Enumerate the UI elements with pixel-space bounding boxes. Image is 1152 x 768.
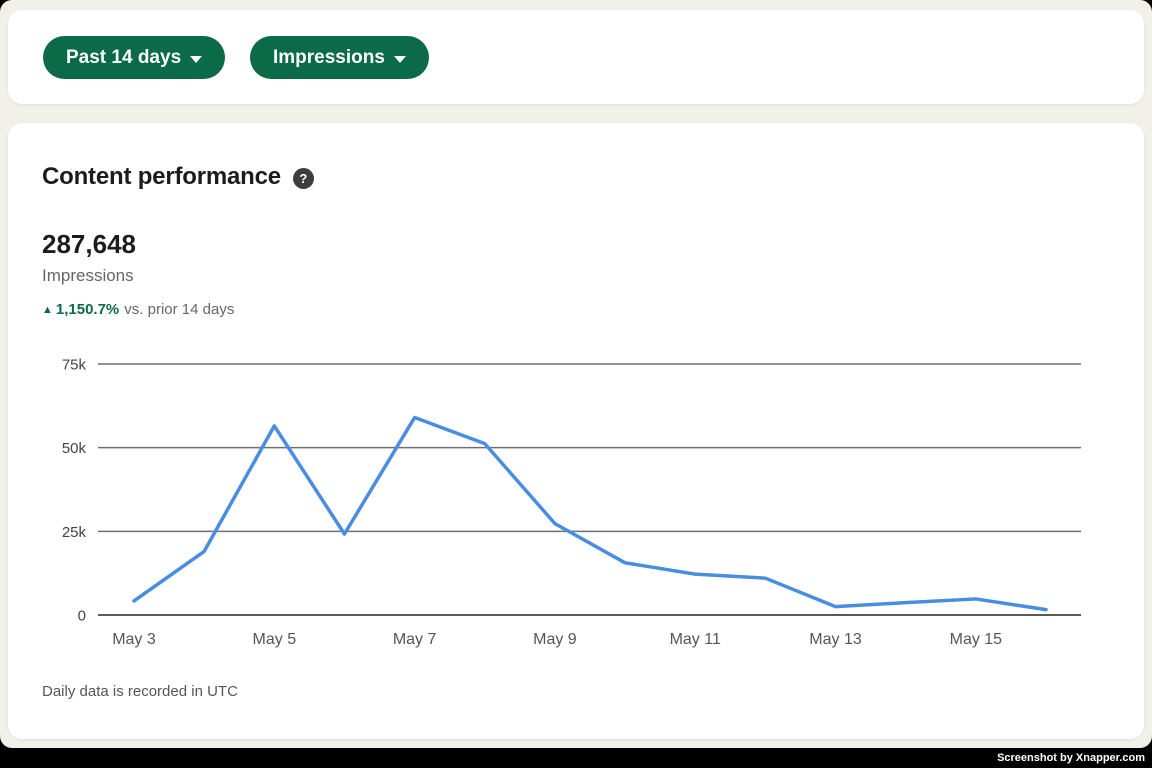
help-icon[interactable]: ?: [292, 167, 314, 189]
trend-up-icon: ▲: [42, 303, 53, 316]
x-axis-tick-label: May 3: [112, 631, 156, 648]
x-axis-tick-label: May 13: [809, 631, 862, 648]
page-background: Past 14 days Impressions Content perform…: [0, 0, 1152, 748]
y-axis-tick-label: 50k: [62, 440, 87, 457]
impressions-total-value: 287,648: [42, 229, 136, 259]
trend-summary: ▲ 1,150.7% vs. prior 14 days: [42, 301, 234, 318]
impressions-chart-container: 0 25k 50k 75k May 3 May 5 May 7 May 9 May 11 May …: [42, 352, 1092, 652]
y-axis-tick-label: 0: [78, 608, 86, 625]
help-icon-glyph: ?: [299, 170, 308, 186]
impressions-line-chart: 0 25k 50k 75k May 3 May 5 May 7 May 9 May 11 May …: [62, 357, 1081, 648]
metric-dropdown[interactable]: Impressions: [250, 36, 429, 79]
impressions-line-series: [132, 415, 1048, 612]
x-axis-tick-label: May 9: [533, 631, 577, 648]
filters-toolbar-card: Past 14 days Impressions: [8, 10, 1144, 104]
metric-dropdown-label: Impressions: [273, 46, 385, 68]
trend-percent: 1,150.7%: [55, 301, 120, 318]
chevron-down-icon: [393, 55, 406, 63]
content-performance-card: Content performance ? 287,648 Impression…: [8, 123, 1144, 739]
x-axis-tick-label: May 15: [950, 631, 1003, 648]
y-axis-tick-label: 25k: [62, 524, 87, 541]
chevron-down-icon: [190, 55, 203, 63]
time-range-dropdown[interactable]: Past 14 days: [43, 36, 226, 79]
chart-footnote: Daily data is recorded in UTC: [42, 683, 238, 700]
watermark-bar: Screenshot by Xnapper.com: [0, 748, 1152, 768]
card-title-row: Content performance ?: [42, 163, 314, 191]
impressions-total-label: Impressions: [42, 266, 134, 285]
trend-comparison: vs. prior 14 days: [124, 301, 235, 318]
y-axis-tick-label: 75k: [62, 357, 87, 374]
time-range-dropdown-label: Past 14 days: [66, 46, 182, 68]
x-axis-tick-label: May 7: [393, 631, 437, 648]
watermark-text: Screenshot by Xnapper.com: [997, 752, 1145, 764]
page-title: Content performance: [42, 163, 281, 190]
x-axis-tick-label: May 11: [670, 631, 721, 648]
x-axis-tick-label: May 5: [253, 631, 297, 648]
